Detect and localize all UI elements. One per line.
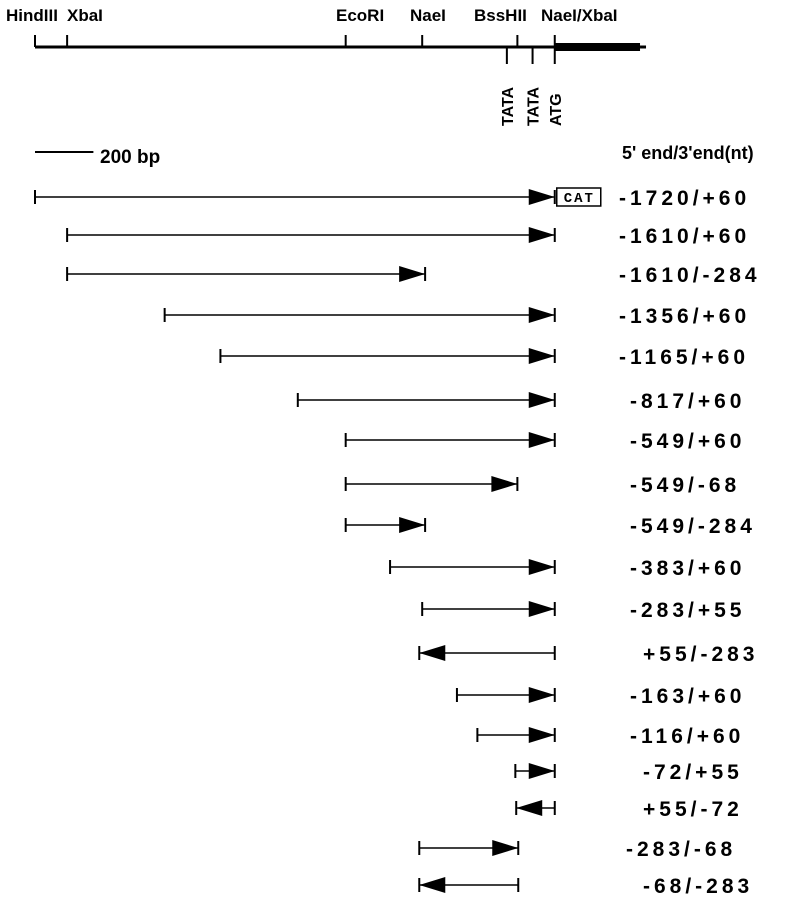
construct-label: -1165/+60 xyxy=(619,346,749,369)
construct-label: -817/+60 xyxy=(630,390,746,413)
reverse-arrowhead xyxy=(419,877,446,893)
construct-row: CAT -1720/+60 xyxy=(34,187,750,210)
construct-row: -163/+60 xyxy=(455,685,746,708)
construct-row: -1356/+60 xyxy=(163,305,750,328)
forward-arrowhead xyxy=(528,189,555,205)
construct-row: -68/-283 xyxy=(418,875,753,898)
element-label: ATG xyxy=(548,93,565,126)
construct-label: -116/+60 xyxy=(630,725,744,748)
site-label: HindIII xyxy=(6,6,58,25)
reverse-arrowhead xyxy=(516,800,543,816)
construct-row: -283/-68 xyxy=(418,838,736,861)
site-label: BssHII xyxy=(474,6,527,25)
construct-row: -549/+60 xyxy=(344,430,746,453)
scale-bar-label: 200 bp xyxy=(100,147,160,168)
construct-label: -72/+55 xyxy=(643,761,743,784)
forward-arrowhead xyxy=(528,727,555,743)
cat-reporter-box xyxy=(556,187,602,207)
construct-row: -383/+60 xyxy=(389,557,746,580)
construct-label: -1720/+60 xyxy=(619,187,750,210)
construct-row: -817/+60 xyxy=(296,390,746,413)
construct-row: -549/-68 xyxy=(344,474,740,497)
construct-label: -383/+60 xyxy=(630,557,746,580)
construct-label: -283/+55 xyxy=(630,599,746,622)
element-label: TATA xyxy=(526,86,543,126)
forward-arrowhead xyxy=(528,348,555,364)
column-header: 5' end/3'end(nt) xyxy=(622,143,754,163)
forward-arrowhead xyxy=(528,432,555,448)
construct-label: -68/-283 xyxy=(643,875,753,898)
cat-reporter-label: CAT xyxy=(564,191,595,207)
forward-arrowhead xyxy=(492,840,519,856)
forward-arrowhead xyxy=(528,559,555,575)
construct-label: -549/+60 xyxy=(630,430,746,453)
forward-arrowhead xyxy=(399,266,426,282)
construct-row: -1610/+60 xyxy=(66,225,750,248)
scale-bar: 200 bp xyxy=(35,147,160,168)
construct-label: -1610/+60 xyxy=(619,225,750,248)
forward-arrowhead xyxy=(528,687,555,703)
construct-row: -1610/-284 xyxy=(66,264,761,287)
forward-arrowhead xyxy=(528,392,555,408)
forward-arrowhead xyxy=(528,307,555,323)
forward-arrowhead xyxy=(528,227,555,243)
construct-row: +55/-283 xyxy=(418,643,759,666)
restriction-map: HindIII XbaI EcoRI NaeI BssHII NaeI/XbaI TATA T… xyxy=(6,6,647,126)
reverse-arrowhead xyxy=(419,645,446,661)
construct-label: -163/+60 xyxy=(630,685,746,708)
construct-row: -283/+55 xyxy=(421,599,746,622)
site-label: EcoRI xyxy=(336,6,384,25)
construct-label: +55/-72 xyxy=(643,798,743,821)
construct-row: -549/-284 xyxy=(344,515,756,538)
construct-row: -1165/+60 xyxy=(219,346,749,369)
site-label: XbaI xyxy=(67,6,103,25)
construct-label: -549/-68 xyxy=(630,474,740,497)
forward-arrowhead xyxy=(491,476,518,492)
construct-row: -116/+60 xyxy=(476,725,744,748)
construct-row: +55/-72 xyxy=(515,798,743,821)
forward-arrowhead xyxy=(528,601,555,617)
construct-label: -283/-68 xyxy=(626,838,736,861)
construct-list: CAT -1720/+60 -1610/+60 -1610/-284 -1356/+60… xyxy=(34,187,761,898)
forward-arrowhead xyxy=(399,517,426,533)
construct-label: -549/-284 xyxy=(630,515,756,538)
element-label: TATA xyxy=(500,86,517,126)
site-label: NaeI/XbaI xyxy=(541,6,618,25)
construct-row: -72/+55 xyxy=(514,761,743,784)
forward-arrowhead xyxy=(528,763,555,779)
construct-label: -1610/-284 xyxy=(619,264,761,287)
site-label: NaeI xyxy=(410,6,446,25)
construct-label: -1356/+60 xyxy=(619,305,750,328)
construct-label: +55/-283 xyxy=(643,643,759,666)
